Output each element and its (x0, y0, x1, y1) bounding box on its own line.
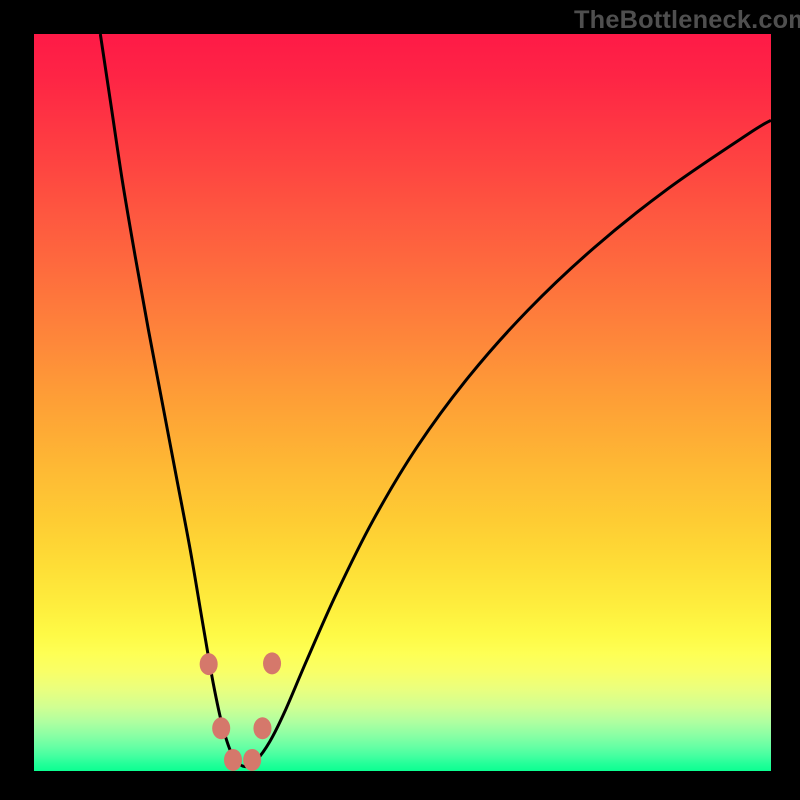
curve-marker (224, 749, 242, 771)
curve-marker (212, 717, 230, 739)
marker-group (200, 652, 281, 771)
plot-area (34, 34, 771, 771)
stage: TheBottleneck.com (0, 0, 800, 800)
curve-marker (253, 717, 271, 739)
bottleneck-curve (34, 34, 771, 771)
curve-marker (200, 653, 218, 675)
curve-marker (263, 652, 281, 674)
curve-marker (243, 749, 261, 771)
watermark-text: TheBottleneck.com (574, 6, 800, 35)
